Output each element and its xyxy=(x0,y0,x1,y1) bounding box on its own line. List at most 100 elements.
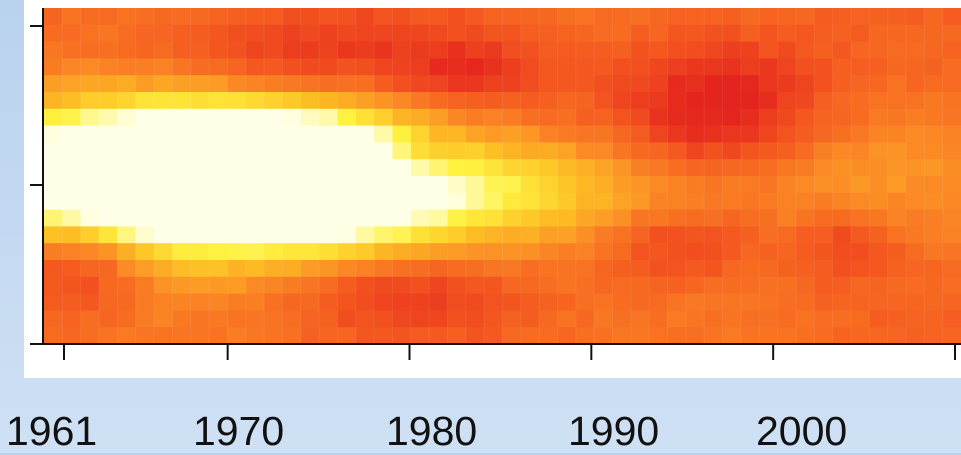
heatmap-cell xyxy=(741,109,760,126)
heatmap-cell xyxy=(209,42,228,59)
heatmap-cell xyxy=(282,294,301,311)
heatmap-cell xyxy=(44,75,63,92)
heatmap-cell xyxy=(466,310,485,327)
heatmap-cell xyxy=(374,243,393,260)
heatmap-cell xyxy=(282,327,301,344)
heatmap-cell xyxy=(906,75,925,92)
heatmap-cell xyxy=(209,75,228,92)
heatmap-cell xyxy=(136,58,155,75)
heatmap-cell xyxy=(503,327,522,344)
heatmap-cell xyxy=(374,226,393,243)
heatmap-cell xyxy=(924,126,943,143)
heatmap-cell xyxy=(301,8,320,25)
heatmap-cell xyxy=(686,126,705,143)
heatmap-cell xyxy=(99,327,118,344)
heatmap-cell xyxy=(613,193,632,210)
heatmap-cell xyxy=(594,25,613,42)
heatmap-cell xyxy=(503,176,522,193)
heatmap-cell xyxy=(778,193,797,210)
heatmap-cell xyxy=(906,159,925,176)
heatmap-cell xyxy=(686,243,705,260)
heatmap-cell xyxy=(246,243,265,260)
heatmap-cell xyxy=(723,210,742,227)
heatmap-cell xyxy=(81,210,100,227)
heatmap-cell xyxy=(172,92,191,109)
heatmap-cell xyxy=(704,159,723,176)
heatmap-cell xyxy=(356,159,375,176)
heatmap-cell xyxy=(172,58,191,75)
heatmap-cell xyxy=(282,277,301,294)
heatmap-cell xyxy=(136,210,155,227)
heatmap-cell xyxy=(924,42,943,59)
heatmap-cell xyxy=(447,327,466,344)
heatmap-cell xyxy=(833,327,852,344)
heatmap-cell xyxy=(62,310,81,327)
heatmap-cell xyxy=(99,58,118,75)
heatmap-cell xyxy=(833,277,852,294)
heatmap-cell xyxy=(282,226,301,243)
heatmap-cell xyxy=(117,260,136,277)
heatmap-cell xyxy=(392,25,411,42)
heatmap-cell xyxy=(246,310,265,327)
heatmap-cell xyxy=(447,193,466,210)
heatmap-cell xyxy=(851,42,870,59)
heatmap-cell xyxy=(833,142,852,159)
heatmap-cell xyxy=(539,92,558,109)
heatmap-cell xyxy=(264,42,283,59)
heatmap-cell xyxy=(429,58,448,75)
heatmap-cell xyxy=(117,176,136,193)
heatmap-cell xyxy=(851,58,870,75)
heatmap-cell xyxy=(833,159,852,176)
heatmap-cell xyxy=(81,310,100,327)
heatmap-cell xyxy=(741,25,760,42)
heatmap-cell xyxy=(447,260,466,277)
heatmap-cell xyxy=(154,142,173,159)
heatmap-cell xyxy=(723,75,742,92)
heatmap-cell xyxy=(631,92,650,109)
heatmap-cell xyxy=(521,243,540,260)
heatmap-cell xyxy=(668,42,687,59)
heatmap-cell xyxy=(209,176,228,193)
heatmap-cell xyxy=(943,109,961,126)
heatmap-cell xyxy=(558,176,577,193)
heatmap-cell xyxy=(44,8,63,25)
heatmap-cell xyxy=(429,8,448,25)
heatmap-cell xyxy=(227,310,246,327)
heatmap-cell xyxy=(759,327,778,344)
heatmap-cell xyxy=(227,126,246,143)
heatmap-cell xyxy=(631,8,650,25)
heatmap-cell xyxy=(869,193,888,210)
heatmap-cell xyxy=(888,277,907,294)
heatmap-cell xyxy=(466,260,485,277)
heatmap-cell xyxy=(686,109,705,126)
heatmap-cell xyxy=(282,260,301,277)
heatmap-cell xyxy=(484,243,503,260)
heatmap-cell xyxy=(99,8,118,25)
heatmap-cell xyxy=(631,176,650,193)
heatmap-cell xyxy=(264,243,283,260)
heatmap-cell xyxy=(723,226,742,243)
heatmap-cell xyxy=(869,260,888,277)
heatmap-cell xyxy=(301,226,320,243)
heatmap-cell xyxy=(319,226,338,243)
heatmap-cell xyxy=(943,8,961,25)
heatmap-cell xyxy=(686,42,705,59)
heatmap-cell xyxy=(796,109,815,126)
heatmap-cell xyxy=(466,75,485,92)
heatmap-cell xyxy=(246,92,265,109)
heatmap-cell xyxy=(99,109,118,126)
heatmap-cell xyxy=(833,92,852,109)
heatmap-cell xyxy=(539,243,558,260)
heatmap-cell xyxy=(447,142,466,159)
heatmap-cell xyxy=(888,226,907,243)
heatmap-cell xyxy=(301,58,320,75)
heatmap-cell xyxy=(191,25,210,42)
heatmap-cell xyxy=(943,260,961,277)
heatmap-cell xyxy=(888,310,907,327)
heatmap-cell xyxy=(759,176,778,193)
heatmap-cell xyxy=(172,310,191,327)
heatmap-cell xyxy=(814,25,833,42)
heatmap-cell xyxy=(631,260,650,277)
heatmap-cell xyxy=(833,294,852,311)
heatmap-cell xyxy=(539,327,558,344)
